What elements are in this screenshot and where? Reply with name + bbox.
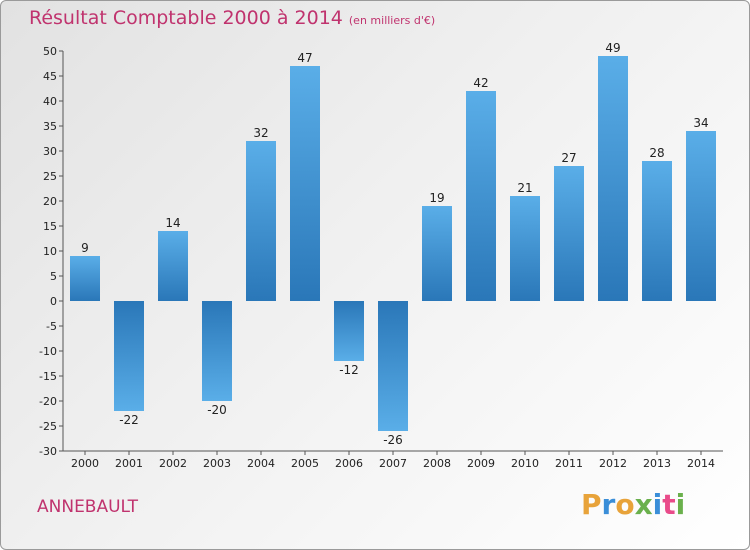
bar-value-label: -26 [383,433,403,447]
bar [642,161,672,301]
x-tick-label: 2002 [159,457,187,470]
chart-title-text: Résultat Comptable 2000 à 2014 [29,7,343,29]
bar [422,206,452,301]
x-tick-label: 2007 [379,457,407,470]
x-tick-label: 2005 [291,457,319,470]
y-tick-label: 5 [50,270,57,283]
bar [378,301,408,431]
bar-value-label: 21 [517,181,532,195]
logo-letter: i [675,488,686,521]
x-tick-label: 2009 [467,457,495,470]
x-tick-label: 2013 [643,457,671,470]
y-tick-label: -25 [39,420,57,433]
bar-value-label: -12 [339,363,359,377]
y-tick-label: 0 [50,295,57,308]
bar-value-label: 27 [561,151,576,165]
y-tick-label: 50 [43,45,57,58]
y-tick-label: 40 [43,95,57,108]
bar-value-label: 9 [81,241,89,255]
bar [290,66,320,301]
y-tick-label: 20 [43,195,57,208]
bar [114,301,144,411]
bar-value-label: 34 [693,116,708,130]
y-tick-label: -20 [39,395,57,408]
logo-letter: o [615,488,635,521]
bar-value-label: 49 [605,41,620,55]
bar [202,301,232,401]
bar-labels: 9 -22 14 -20 32 47 -12 -26 19 42 21 27 49 28 34 [81,41,708,447]
y-tick-label: 35 [43,120,57,133]
bar [510,196,540,301]
logo-letter: x [634,488,653,521]
x-tick-label: 2000 [71,457,99,470]
chart-unit: (en milliers d'€) [348,14,436,27]
bar [554,166,584,301]
bar [158,231,188,301]
axes: 50454035302520151050-5-10-15-20-25-30200… [39,45,723,470]
bars [70,56,716,431]
bar-value-label: 14 [165,216,180,230]
bar-value-label: 19 [429,191,444,205]
proxiti-logo: Proxiti [581,488,685,521]
x-tick-label: 2008 [423,457,451,470]
bar-value-label: 47 [297,51,312,65]
bar [598,56,628,301]
bar-value-label: 42 [473,76,488,90]
x-tick-label: 2001 [115,457,143,470]
y-tick-label: 45 [43,70,57,83]
x-tick-label: 2004 [247,457,275,470]
y-tick-label: -15 [39,370,57,383]
y-tick-label: -10 [39,345,57,358]
logo-letter: P [581,488,602,521]
x-tick-label: 2012 [599,457,627,470]
y-tick-label: 30 [43,145,57,158]
x-tick-label: 2010 [511,457,539,470]
bar-value-label: 28 [649,146,664,160]
logo-letter: i [652,488,663,521]
bar-value-label: -20 [207,403,227,417]
bar-value-label: -22 [119,413,139,427]
commune-name: ANNEBAULT [37,497,139,517]
y-tick-label: -30 [39,445,57,458]
bar [466,91,496,301]
x-tick-label: 2006 [335,457,363,470]
bar-value-label: 32 [253,126,268,140]
y-tick-label: 15 [43,220,57,233]
bar [70,256,100,301]
chart-title: Résultat Comptable 2000 à 2014 (en millie… [29,7,435,29]
logo-letter: t [662,488,676,521]
x-tick-label: 2014 [687,457,715,470]
logo-letter: r [601,488,616,521]
y-tick-label: 25 [43,170,57,183]
bar [246,141,276,301]
bar [334,301,364,361]
y-tick-label: -5 [46,320,57,333]
x-tick-label: 2003 [203,457,231,470]
x-tick-label: 2011 [555,457,583,470]
bar [686,131,716,301]
y-tick-label: 10 [43,245,57,258]
